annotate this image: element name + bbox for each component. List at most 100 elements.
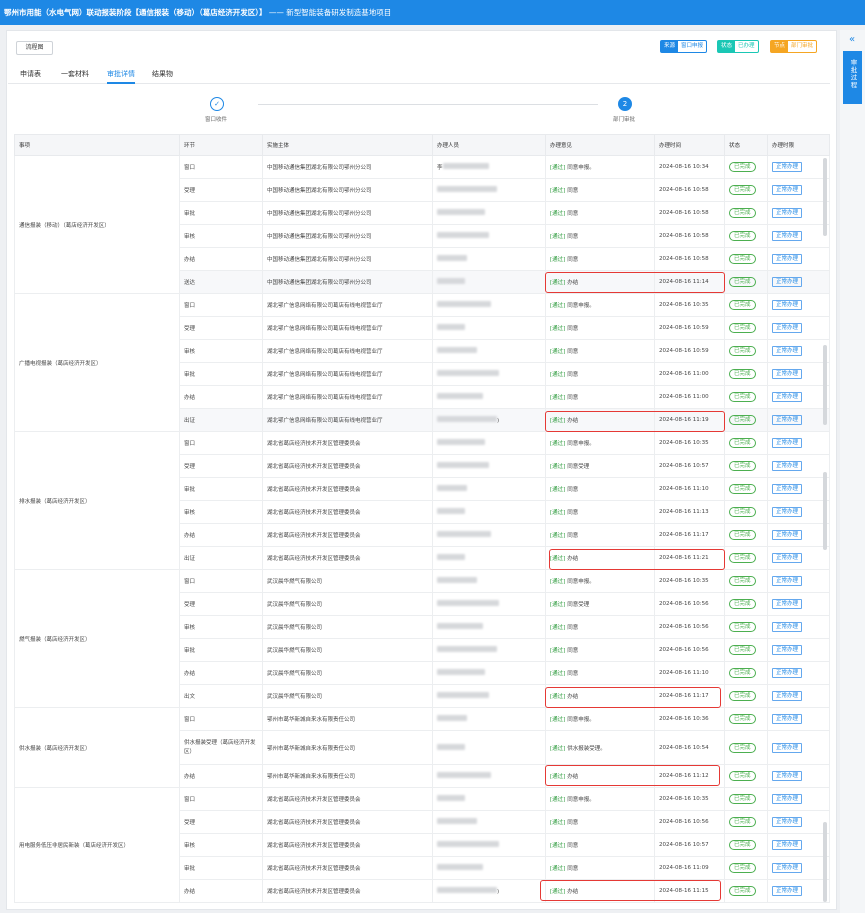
deadline-badge[interactable]: 正常办理 [772,576,803,586]
deadline-badge[interactable]: 正常办理 [772,208,803,218]
source-value: 窗口申报 [678,41,707,52]
time-cell: 2024-08-16 10:56 [654,810,725,834]
person-cell [432,270,546,294]
redacted-name [437,795,465,801]
org-cell: 鄂州市葛华新城自来水有限责任公司 [262,730,433,765]
deadline-badge[interactable]: 正常办理 [772,886,803,896]
passed-label: [通过] [550,280,566,286]
step-cell: 受理 [179,454,263,478]
deadline-badge[interactable]: 正常办理 [772,438,803,448]
deadline-badge[interactable]: 正常办理 [772,691,803,701]
opinion-cell: [通过] 同意 [545,385,655,409]
highlight-box [540,880,721,901]
deadline-badge[interactable]: 正常办理 [772,794,803,804]
opinion-text: 同意 [567,211,579,217]
column-header: 办理人员 [432,134,546,156]
scrollbar[interactable] [823,158,827,236]
passed-label: [通过] [550,556,566,562]
redacted-name [437,864,483,870]
top-title-bar: 鄂州市用能（水电气网）联动报装阶段【通信报装（移动）（葛店经济开发区）】 —— … [0,0,865,25]
deadline-badge[interactable]: 正常办理 [772,484,803,494]
time-cell: 2024-08-16 11:00 [654,362,725,386]
deadline-badge[interactable]: 正常办理 [772,553,803,563]
deadline-badge[interactable]: 正常办理 [772,530,803,540]
passed-label: [通过] [550,188,566,194]
passed-label: [通过] [550,303,566,309]
time-cell: 2024-08-16 11:10 [654,661,725,685]
opinion-text: 同意 [567,487,579,493]
opinion-cell: [通过] 同意申报。 [545,569,655,593]
deadline-badge[interactable]: 正常办理 [772,323,803,333]
tab-results[interactable]: 结果物 [152,70,173,78]
deadline-badge[interactable]: 正常办理 [772,771,803,781]
approval-process-button[interactable]: 审批过程 [843,51,862,104]
deadline-badge[interactable]: 正常办理 [772,742,803,753]
deadline-badge[interactable]: 正常办理 [772,392,803,402]
person-cell: ) [432,408,546,432]
step-cell: 审批 [179,477,263,501]
opinion-cell: [通过] 同意受理 [545,592,655,616]
deadline-badge[interactable]: 正常办理 [772,300,803,310]
opinion-cell: [通过] 办结 [545,408,655,432]
opinion-cell: [通过] 同意 [545,247,655,271]
deadline-badge[interactable]: 正常办理 [772,185,803,195]
scrollbar[interactable] [823,472,827,550]
deadline-badge[interactable]: 正常办理 [772,668,803,678]
deadline-badge[interactable]: 正常办理 [772,277,803,287]
deadline-badge[interactable]: 正常办理 [772,346,803,356]
deadline-badge[interactable]: 正常办理 [772,863,803,873]
step-cell: 窗口 [179,787,263,811]
person-cell [432,500,546,524]
status-badge: 已完成 [729,794,756,804]
time-cell: 2024-08-16 10:35 [654,431,725,455]
status-badge: 已完成 [729,622,756,632]
time-cell: 2024-08-16 11:13 [654,500,725,524]
flowchart-button[interactable]: 流程图 [16,41,53,55]
deadline-badge[interactable]: 正常办理 [772,840,803,850]
deadline-badge[interactable]: 正常办理 [772,254,803,264]
step-cell: 办结 [179,661,263,685]
opinion-cell: [通过] 同意申报。 [545,431,655,455]
deadline-badge[interactable]: 正常办理 [772,507,803,517]
person-cell [432,684,546,708]
table-header: 事项 环节 实施主体 办理人员 办理意见 办理时间 状态 办理时限 [14,134,830,156]
deadline-badge[interactable]: 正常办理 [772,231,803,241]
deadline-badge[interactable]: 正常办理 [772,714,803,724]
opinion-cell: [通过] 同意受理 [545,454,655,478]
time-cell: 2024-08-16 10:36 [654,707,725,731]
redacted-name [437,646,497,652]
item-name: 广播电视报装（葛店经济开发区） [14,293,180,432]
table-row: 办结 中国移动通信集团湖北有限公司鄂州分公司 [通过] 同意 2024-08-16 10… [15,247,830,271]
highlight-box [545,687,721,708]
passed-label: [通过] [550,745,566,752]
redacted-name [437,623,483,629]
deadline-badge[interactable]: 正常办理 [772,461,803,471]
deadline-badge[interactable]: 正常办理 [772,817,803,827]
deadline-badge[interactable]: 正常办理 [772,415,803,425]
scrollbar[interactable] [823,345,827,425]
table-row: 审核 湖北省葛店经济技术开发区管理委员会 [通过] 同意 2024-08-16 11:1… [15,500,830,524]
collapse-icon[interactable]: « [849,34,856,45]
opinion-text: 同意 [567,648,579,654]
status-badge: 已完成 [729,300,756,310]
status-key: 状态 [721,43,733,49]
passed-label: [通过] [550,579,566,585]
passed-label: [通过] [550,774,566,780]
tab-application[interactable]: 申请表 [20,70,41,78]
deadline-badge[interactable]: 正常办理 [772,162,803,172]
deadline-badge[interactable]: 正常办理 [772,369,803,379]
deadline-cell: 正常办理 [767,293,830,317]
deadline-cell: 正常办理 [767,730,830,765]
tab-approval-details[interactable]: 审批详情 [107,70,135,78]
opinion-cell: [通过] 同意 [545,201,655,225]
deadline-badge[interactable]: 正常办理 [772,645,803,655]
deadline-badge[interactable]: 正常办理 [772,622,803,632]
step-cell: 审核 [179,615,263,639]
time-cell: 2024-08-16 10:56 [654,615,725,639]
opinion-cell: [通过] 同意申报。 [545,293,655,317]
scrollbar[interactable] [823,822,827,902]
status-badge: 已完成 [729,415,756,425]
tab-materials[interactable]: 一套材料 [61,70,89,78]
status-badge: 已完成 [729,530,756,540]
deadline-badge[interactable]: 正常办理 [772,599,803,609]
